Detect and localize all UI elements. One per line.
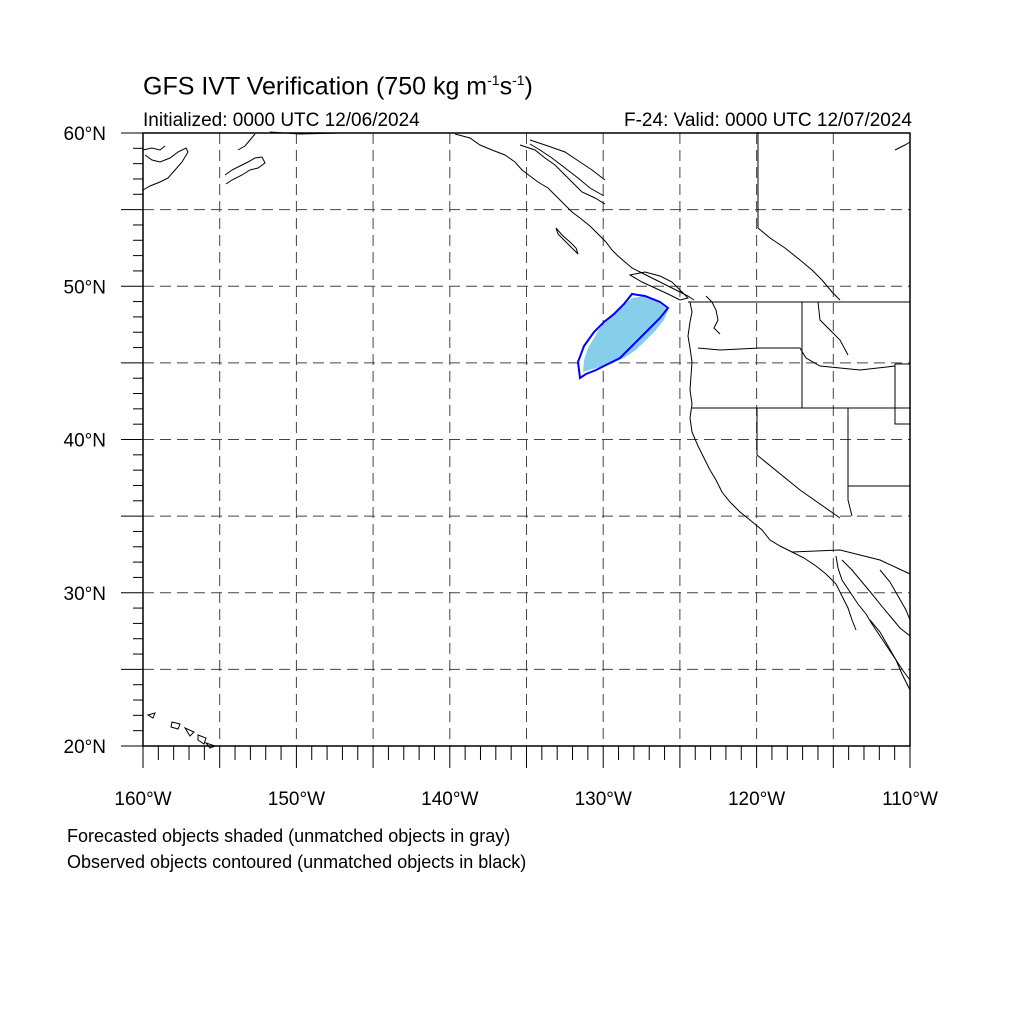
lat-label: 60°N (64, 124, 106, 145)
lon-label: 130°W (575, 789, 632, 810)
lat-label: 20°N (64, 737, 106, 758)
initialized-label: Initialized: 0000 UTC 12/06/2024 (143, 110, 420, 131)
valid-time-label: F-24: Valid: 0000 UTC 12/07/2024 (624, 110, 912, 131)
lon-label: 110°W (882, 789, 938, 810)
lat-label: 50°N (64, 277, 106, 298)
lon-label: 160°W (114, 789, 171, 810)
forecast-ivt-object (583, 296, 668, 372)
coastlines (142, 131, 911, 749)
lon-label: 150°W (268, 789, 325, 810)
lon-label: 140°W (421, 789, 478, 810)
lat-label: 30°N (64, 584, 106, 605)
map-title: GFS IVT Verification (750 kg m-1s-1) (143, 72, 533, 101)
lat-label: 40°N (64, 431, 106, 452)
observed-ivt-contour (576, 292, 670, 380)
lon-label: 120°W (728, 789, 785, 810)
legend-note-observed: Observed objects contoured (unmatched ob… (67, 852, 527, 872)
legend-note-forecast: Forecasted objects shaded (unmatched obj… (67, 826, 511, 846)
political-borders (529, 132, 911, 575)
